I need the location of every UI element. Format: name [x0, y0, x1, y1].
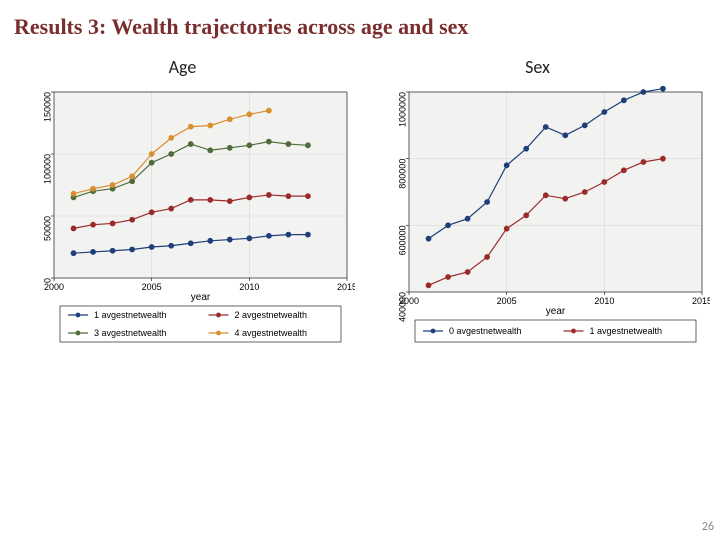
svg-text:150000: 150000: [42, 92, 52, 122]
svg-text:2005: 2005: [497, 296, 517, 306]
svg-text:3 avgestnetwealth: 3 avgestnetwealth: [94, 328, 167, 338]
panel-sex-title: Sex: [365, 56, 710, 78]
panel-age: Age 0500001000001500002000200520102015ye…: [10, 56, 355, 346]
svg-text:100000: 100000: [42, 154, 52, 184]
svg-text:2010: 2010: [239, 282, 259, 292]
slide-title: Results 3: Wealth trajectories across ag…: [0, 0, 720, 40]
svg-text:2010: 2010: [594, 296, 614, 306]
svg-text:4 avgestnetwealth: 4 avgestnetwealth: [235, 328, 308, 338]
svg-text:1000000: 1000000: [397, 92, 407, 127]
svg-text:2015: 2015: [337, 282, 355, 292]
svg-text:1 avgestnetwealth: 1 avgestnetwealth: [590, 326, 663, 336]
svg-text:2 avgestnetwealth: 2 avgestnetwealth: [235, 310, 308, 320]
panel-sex: Sex 400000600000800000100000020002005201…: [365, 56, 710, 346]
panel-age-title: Age: [10, 56, 355, 78]
svg-text:1 avgestnetwealth: 1 avgestnetwealth: [94, 310, 167, 320]
page-number: 26: [702, 520, 714, 534]
chart-sex: 4000006000008000001000000200020052010201…: [365, 86, 710, 346]
svg-text:2000: 2000: [44, 282, 64, 292]
chart-age: 0500001000001500002000200520102015year1 …: [10, 86, 355, 346]
svg-text:0 avgestnetwealth: 0 avgestnetwealth: [449, 326, 522, 336]
svg-text:year: year: [546, 306, 566, 317]
svg-text:year: year: [191, 292, 211, 303]
svg-text:600000: 600000: [397, 225, 407, 255]
svg-text:2000: 2000: [399, 296, 419, 306]
panels-row: Age 0500001000001500002000200520102015ye…: [0, 56, 720, 346]
svg-text:2005: 2005: [142, 282, 162, 292]
svg-text:800000: 800000: [397, 159, 407, 189]
svg-text:50000: 50000: [42, 216, 52, 241]
svg-text:2015: 2015: [692, 296, 710, 306]
